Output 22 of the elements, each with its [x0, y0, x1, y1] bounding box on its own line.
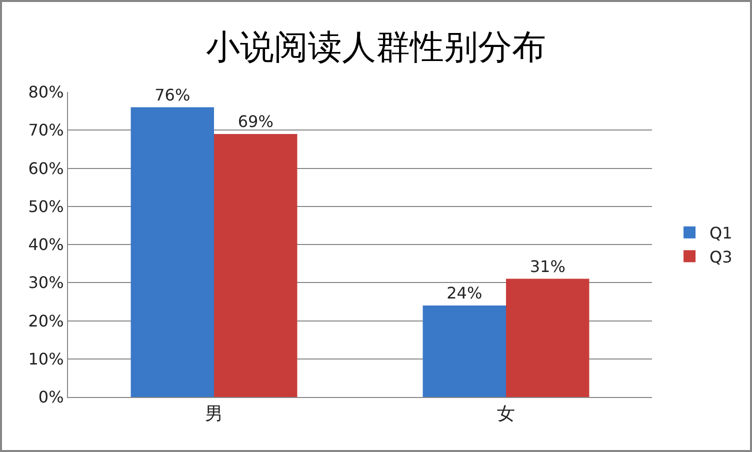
y-tick-label: 30%	[28, 273, 64, 292]
bar	[214, 134, 298, 397]
data-label: 69%	[238, 112, 274, 131]
y-tick-label: 50%	[28, 196, 64, 216]
data-label: 76%	[154, 85, 190, 104]
data-label: 24%	[446, 284, 482, 302]
y-tick-label: 70%	[28, 120, 64, 140]
legend-label: Q3	[710, 247, 732, 266]
bar	[422, 306, 506, 397]
legend-label: Q1	[710, 224, 732, 243]
x-tick-label: 女	[497, 404, 515, 425]
x-tick-label: 男	[205, 404, 223, 425]
chart-title: 小说阅读人群性别分布	[206, 28, 546, 68]
bar	[130, 107, 214, 397]
y-tick-label: 60%	[28, 158, 64, 178]
y-tick-label: 80%	[28, 82, 64, 102]
y-tick-label: 20%	[28, 311, 64, 330]
y-tick-label: 40%	[28, 235, 64, 254]
data-label: 31%	[530, 256, 566, 276]
y-tick-label: 10%	[28, 349, 64, 368]
y-tick-label: 0%	[38, 388, 64, 407]
bar	[506, 278, 590, 397]
